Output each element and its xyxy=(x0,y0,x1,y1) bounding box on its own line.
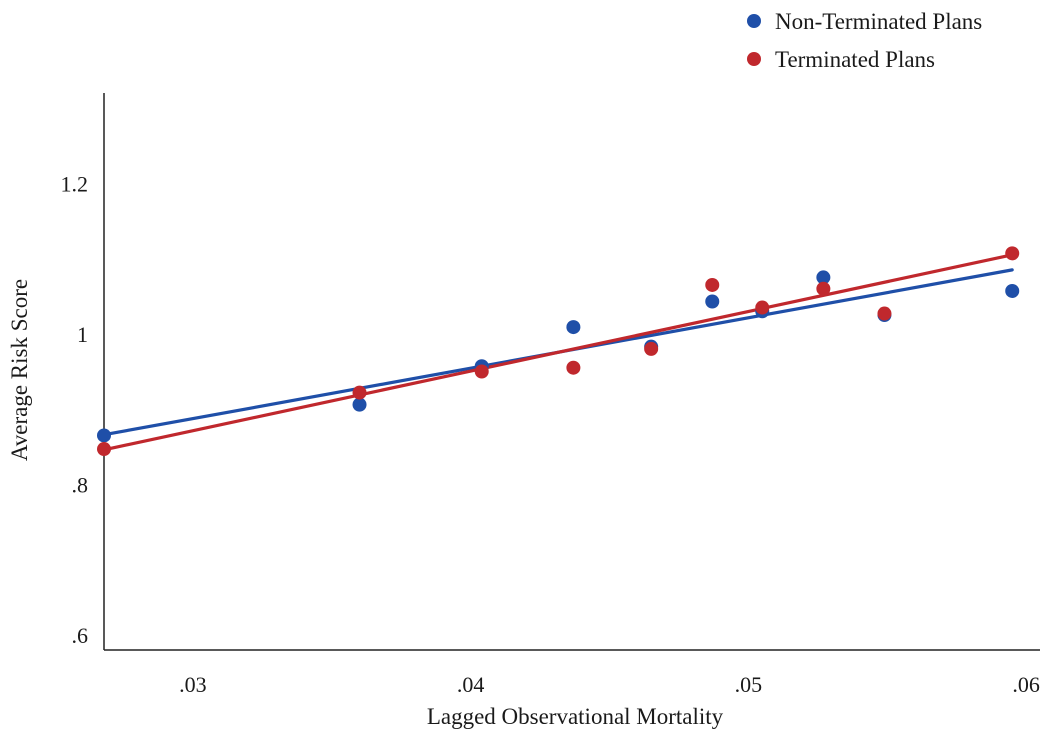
data-point-series-1 xyxy=(816,270,831,285)
x-tick-label: .03 xyxy=(179,672,207,697)
data-point-series-2 xyxy=(705,277,720,292)
data-point-series-1 xyxy=(1005,283,1020,298)
x-tick-label: .04 xyxy=(457,672,485,697)
data-point-series-1 xyxy=(352,397,367,412)
legend-marker-series-2 xyxy=(747,52,761,66)
data-point-series-2 xyxy=(474,364,489,379)
data-point-series-1 xyxy=(97,428,111,443)
axes xyxy=(103,93,1040,651)
x-tick-label: .05 xyxy=(735,672,763,697)
legend-label-series-1: Non-Terminated Plans xyxy=(775,9,982,34)
data-point-series-2 xyxy=(97,442,111,457)
data-points xyxy=(97,246,1020,457)
tick-labels: .03 .04 .05 .06 .6 .8 1 1.2 xyxy=(61,171,1040,697)
data-point-series-2 xyxy=(566,360,581,375)
legend: Non-Terminated Plans Terminated Plans xyxy=(747,9,982,72)
fit-line-series-2 xyxy=(102,253,1014,452)
x-tick-label: .06 xyxy=(1012,672,1040,697)
data-point-series-2 xyxy=(1005,246,1020,261)
y-tick-label: 1 xyxy=(77,322,88,347)
data-point-series-1 xyxy=(566,320,581,335)
data-point-series-2 xyxy=(816,281,831,296)
data-point-series-2 xyxy=(877,306,892,321)
data-point-series-2 xyxy=(755,300,770,315)
fit-lines xyxy=(102,253,1014,452)
data-point-series-1 xyxy=(705,294,720,309)
y-tick-label: .8 xyxy=(72,472,89,497)
data-point-series-2 xyxy=(352,385,367,400)
legend-marker-series-1 xyxy=(747,14,761,28)
legend-label-series-2: Terminated Plans xyxy=(775,47,935,72)
y-tick-label: 1.2 xyxy=(61,171,89,196)
y-axis-label: Average Risk Score xyxy=(7,279,32,461)
x-axis-label: Lagged Observational Mortality xyxy=(427,704,724,729)
y-tick-label: .6 xyxy=(72,623,89,648)
data-point-series-2 xyxy=(644,341,659,356)
